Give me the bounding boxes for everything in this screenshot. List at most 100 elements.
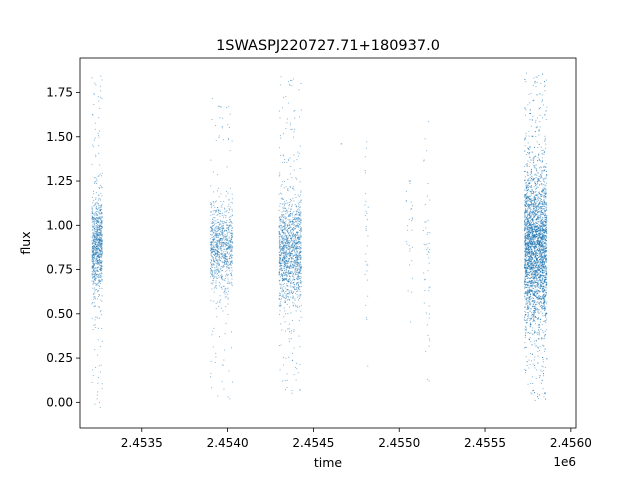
data-point [293,169,295,171]
data-point [546,250,548,252]
data-point [99,279,101,281]
data-point [299,242,301,244]
data-point [223,231,225,233]
data-point [280,246,282,248]
data-point [278,216,280,218]
data-point [405,190,407,192]
data-point [231,210,233,212]
data-point [284,223,286,225]
data-point [534,82,536,84]
data-point [298,256,300,258]
data-point [100,222,102,224]
data-point [228,247,230,249]
data-point [299,269,301,271]
data-point [217,259,219,261]
data-point [544,178,546,180]
data-point [297,372,299,374]
data-point [231,251,233,253]
data-point [91,280,93,282]
data-point [283,262,285,264]
data-point [282,216,284,218]
data-point [296,224,298,226]
data-point [290,229,292,231]
data-point [98,226,100,228]
data-point [287,243,289,245]
data-point [229,219,231,221]
data-point [286,296,288,298]
data-point [531,214,533,216]
data-point [300,266,302,268]
data-point [94,271,96,273]
data-point [96,250,98,252]
data-point [92,287,94,289]
data-point [222,228,224,230]
data-point [229,241,231,243]
data-point [230,250,232,252]
data-point [93,257,95,259]
data-point [94,182,96,184]
data-point [213,259,215,261]
data-point [96,226,98,228]
data-point [539,226,541,228]
data-point [217,226,219,228]
data-point [279,255,281,257]
data-point [280,273,282,275]
data-point [410,208,412,210]
data-point [540,232,542,234]
data-point [97,239,99,241]
data-point [221,277,223,279]
data-point [530,262,532,264]
data-point [284,301,286,303]
data-point [94,292,96,294]
data-point [223,349,225,351]
data-point [292,221,294,223]
data-point [279,245,281,247]
data-point [92,253,94,255]
data-point [210,226,212,228]
data-point [288,246,290,248]
data-point [425,227,427,229]
data-point [290,251,292,253]
data-point [218,336,220,338]
data-point [218,232,220,234]
data-point [97,274,99,276]
data-point [215,249,217,251]
data-point [297,289,299,291]
data-point [298,219,300,221]
data-point [94,235,96,237]
data-point [428,262,430,264]
data-point [365,193,367,195]
data-point [101,240,103,242]
data-point [211,252,213,254]
data-point [221,254,223,256]
data-point [227,139,229,140]
data-point [214,286,216,288]
data-point [215,227,217,229]
data-point [94,237,96,239]
data-point [527,245,529,247]
data-point [287,292,289,294]
data-point [226,232,228,234]
data-point [293,331,295,333]
data-point [91,249,93,251]
data-point [91,216,93,218]
data-point [529,310,531,312]
data-point [228,226,230,228]
data-point [222,253,224,255]
data-point [100,234,102,236]
data-point [226,288,228,290]
data-point [280,137,282,139]
data-point [97,339,99,341]
data-point [545,207,547,209]
data-point [288,251,290,253]
data-point [288,260,290,262]
data-point [285,262,287,264]
data-point [543,248,545,250]
data-point [223,265,225,267]
data-point [217,233,219,235]
data-point [532,265,534,267]
data-point [213,254,215,256]
data-point [291,245,293,247]
data-point [295,232,297,234]
data-point [298,221,300,222]
